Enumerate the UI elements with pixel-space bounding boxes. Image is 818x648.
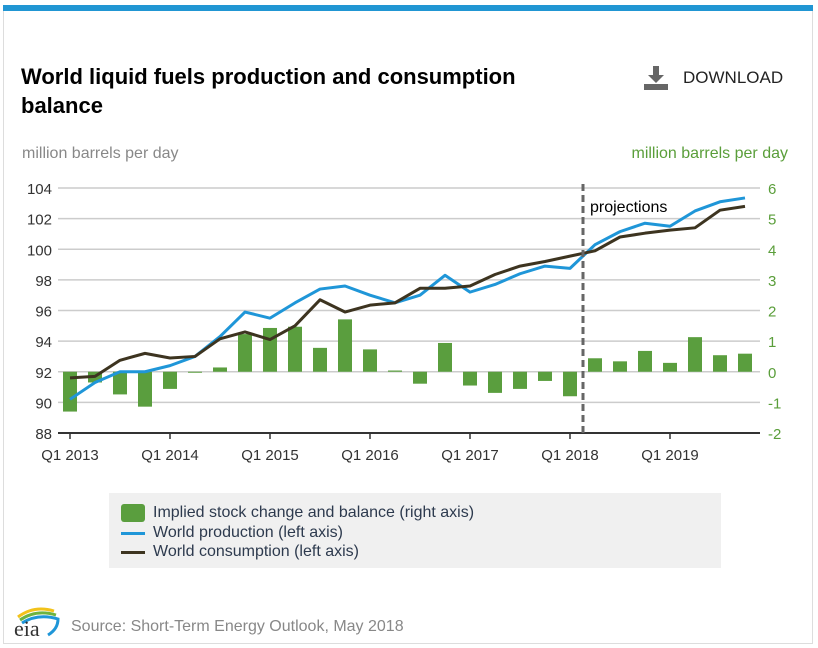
bar-q3-2013	[113, 371, 127, 395]
bar-q3-2014	[213, 367, 227, 372]
bar-q2-2018	[588, 358, 602, 372]
production-line	[69, 196, 746, 401]
eia-logo: eia	[14, 607, 60, 639]
legend-label: World production (left axis)	[153, 524, 343, 541]
left-tick-label: 88	[35, 426, 52, 443]
left-axis-unit: million barrels per day	[22, 145, 179, 162]
bar-q3-2017	[513, 371, 527, 389]
bar-q4-2019	[738, 353, 752, 372]
right-tick-label: -2	[768, 426, 781, 443]
legend-item-stock-change: Implied stock change and balance (right …	[121, 504, 474, 522]
x-tick-label: Q1 2014	[141, 447, 199, 464]
legend-swatch-production	[121, 531, 145, 535]
right-tick-label: 1	[768, 334, 776, 351]
chart-plot: 88 90 92 94 96 98 100 102 104 -2 -1 0 1 2 3 4 5 6 Q1 2013 Q…	[27, 181, 781, 464]
right-axis-unit: million barrels per day	[631, 145, 788, 162]
legend-item-production: World production (left axis)	[121, 524, 343, 542]
svg-text:eia: eia	[14, 616, 40, 639]
download-button[interactable]: DOWNLOAD	[643, 66, 783, 90]
legend-label: Implied stock change and balance (right …	[153, 504, 475, 521]
download-icon	[644, 66, 668, 90]
legend-swatch-consumption	[121, 550, 145, 554]
bar-q1-2015	[263, 327, 277, 372]
bar-q4-2016	[438, 342, 452, 372]
bar-q2-2019	[688, 337, 702, 372]
left-tick-label: 100	[27, 242, 52, 259]
bar-q4-2014	[238, 334, 252, 372]
bar-q1-2013	[63, 371, 77, 412]
x-tick-label: Q1 2018	[541, 447, 599, 464]
bar-q4-2015	[338, 319, 352, 372]
bar-q2-2014	[188, 371, 202, 373]
right-tick-label: -1	[768, 395, 781, 412]
accent-bar	[3, 5, 813, 11]
left-tick-label: 98	[35, 273, 52, 290]
bar-q1-2018	[563, 371, 577, 397]
left-tick-label: 102	[27, 212, 52, 229]
right-tick-label: 3	[768, 273, 776, 290]
bar-q3-2015	[313, 347, 327, 372]
bar-q1-2016	[363, 349, 377, 372]
bar-q2-2017	[488, 371, 502, 393]
bar-q3-2016	[413, 371, 427, 384]
right-tick-label: 5	[768, 212, 776, 229]
bar-q1-2014	[163, 371, 177, 389]
legend-label: World consumption (left axis)	[153, 543, 359, 560]
x-tick-label: Q1 2017	[441, 447, 499, 464]
right-tick-label: 6	[768, 181, 776, 198]
bar-q4-2013	[138, 371, 152, 407]
right-tick-label: 0	[768, 365, 776, 382]
legend-item-consumption: World consumption (left axis)	[121, 543, 359, 561]
x-tick-label: Q1 2015	[241, 447, 299, 464]
legend-swatch-bar	[121, 504, 145, 522]
bar-q1-2019	[663, 362, 677, 372]
left-tick-label: 104	[27, 181, 52, 198]
bar-q3-2019	[713, 355, 727, 372]
bar-q3-2018	[613, 361, 627, 372]
download-label: DOWNLOAD	[683, 68, 784, 87]
right-tick-label: 2	[768, 304, 776, 321]
bar-q2-2015	[288, 326, 302, 372]
bar-q1-2017	[463, 371, 477, 386]
left-tick-label: 96	[35, 304, 52, 321]
bar-q4-2017	[538, 371, 552, 381]
chart-title: World liquid fuels production and consum…	[21, 64, 516, 118]
x-tick-label: Q1 2016	[341, 447, 399, 464]
legend: Implied stock change and balance (right …	[109, 493, 721, 568]
x-tick-label: Q1 2019	[641, 447, 699, 464]
x-tick-label: Q1 2013	[41, 447, 99, 464]
source-note: Source: Short-Term Energy Outlook, May 2…	[71, 618, 404, 635]
chart-card	[3, 5, 813, 644]
left-tick-label: 90	[35, 395, 52, 412]
consumption-line	[69, 204, 746, 380]
projections-label: projections	[590, 199, 667, 216]
bar-q2-2016	[388, 370, 402, 372]
left-tick-label: 92	[35, 365, 52, 382]
right-tick-label: 4	[768, 242, 776, 259]
left-tick-label: 94	[35, 334, 52, 351]
bar-q4-2018	[638, 350, 652, 372]
